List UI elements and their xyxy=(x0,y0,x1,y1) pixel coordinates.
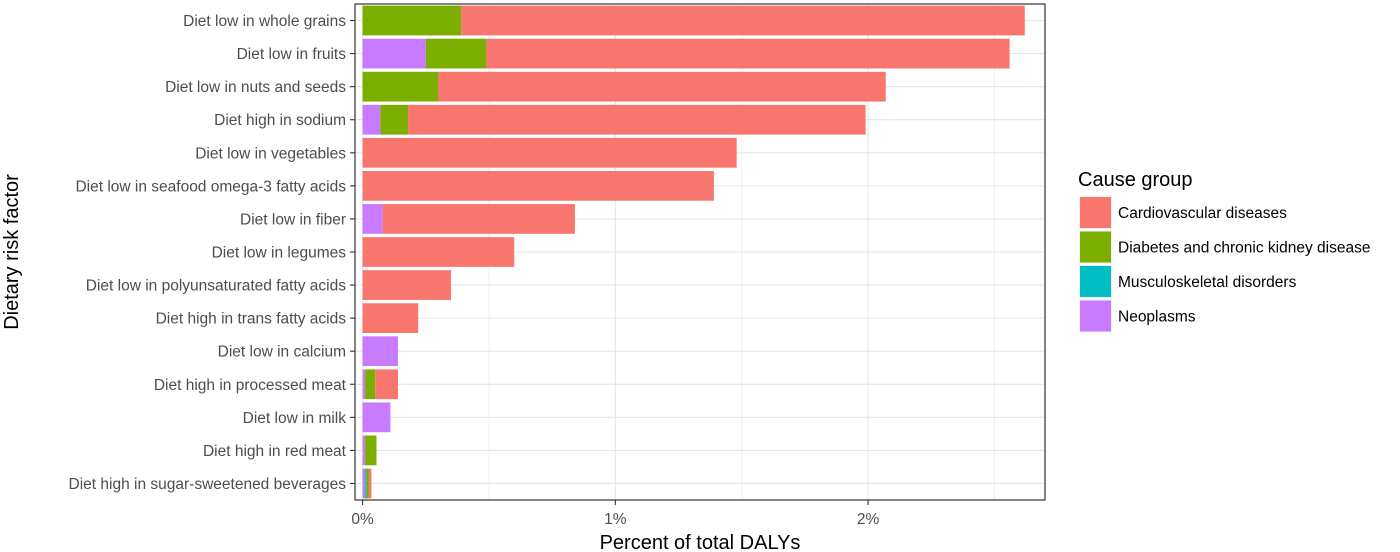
bar-segment-neoplasms xyxy=(362,468,366,499)
bar-segment-diabetes-and-chronic-kidney-disease xyxy=(366,468,369,499)
bar-segment-cardiovascular-diseases xyxy=(461,5,1025,36)
bar-group-diet-low-in-nuts-and-seeds xyxy=(362,71,886,102)
y-tick-label: Diet high in red meat xyxy=(203,443,347,460)
x-tick-label: 1% xyxy=(604,511,627,528)
bar-segment-cardiovascular-diseases xyxy=(362,170,714,201)
legend-item-diabetes-and-chronic-kidney-disease: Diabetes and chronic kidney disease xyxy=(1079,230,1370,264)
bar-segment-cardiovascular-diseases xyxy=(362,303,419,334)
legend: Cause group Cardiovascular diseases Diabe… xyxy=(1078,169,1370,333)
bar-group-diet-high-in-red-meat xyxy=(362,435,377,466)
legend-label: Cardiovascular diseases xyxy=(1118,205,1287,222)
legend-swatch xyxy=(1080,231,1111,263)
bar-segment-musculoskeletal-disorders xyxy=(365,468,367,499)
legend-swatch xyxy=(1080,266,1111,297)
bar-segment-neoplasms xyxy=(362,369,366,400)
bar-segment-cardiovascular-diseases xyxy=(368,468,372,499)
bar-segment-cardiovascular-diseases xyxy=(438,71,886,102)
y-axis-tick-labels: Diet low in whole grains Diet low in frui… xyxy=(69,13,355,493)
y-tick-label: Diet high in sodium xyxy=(214,112,346,129)
bar-segment-cardiovascular-diseases xyxy=(382,204,575,234)
legend-label: Diabetes and chronic kidney disease xyxy=(1118,240,1370,257)
bar-group-diet-low-in-calcium xyxy=(362,336,398,367)
bar-group-diet-high-in-processed-meat xyxy=(362,369,398,400)
y-tick-label: Diet low in calcium xyxy=(218,344,346,361)
y-tick-label: Diet low in fruits xyxy=(237,46,347,63)
bar-segment-cardiovascular-diseases xyxy=(362,137,737,168)
bar-segment-diabetes-and-chronic-kidney-disease xyxy=(365,369,376,400)
bar-group-diet-low-in-milk xyxy=(362,402,391,433)
bar-group-diet-low-in-fruits xyxy=(362,38,1010,69)
y-tick-label: Diet high in sugar-sweetened beverages xyxy=(69,476,347,493)
y-tick-label: Diet low in legumes xyxy=(212,245,347,262)
y-tick-label: Diet low in vegetables xyxy=(195,145,346,162)
bar-segment-cardiovascular-diseases xyxy=(375,369,398,400)
bar-group-diet-low-in-vegetables xyxy=(362,137,737,168)
bar-segment-cardiovascular-diseases xyxy=(408,104,866,135)
bar-segment-diabetes-and-chronic-kidney-disease xyxy=(380,104,409,135)
legend-swatch xyxy=(1080,300,1111,332)
legend-item-musculoskeletal-disorders: Musculoskeletal disorders xyxy=(1079,265,1297,298)
y-tick-label: Diet low in fiber xyxy=(240,211,346,228)
bar-segment-diabetes-and-chronic-kidney-disease xyxy=(425,38,487,69)
bar-layer xyxy=(354,3,1046,501)
legend-item-neoplasms: Neoplasms xyxy=(1079,299,1196,333)
bar-group-diet-high-in-sugar-sweetened-beverages xyxy=(362,468,372,499)
y-tick-label: Diet low in milk xyxy=(243,410,347,427)
y-axis-title: Dietary risk factor xyxy=(1,174,23,330)
bar-group-diet-low-in-seafood-omega-3-fatty-acids xyxy=(362,170,714,201)
legend-label: Musculoskeletal disorders xyxy=(1118,274,1297,291)
x-tick-label: 2% xyxy=(857,511,880,528)
x-tick-label: 0% xyxy=(351,511,374,528)
bar-segment-diabetes-and-chronic-kidney-disease xyxy=(365,435,377,466)
y-tick-label: Diet high in trans fatty acids xyxy=(156,311,347,328)
legend-title: Cause group xyxy=(1078,169,1193,191)
bar-group-diet-low-in-fiber xyxy=(362,204,575,234)
y-tick-label: Diet low in seafood omega-3 fatty acids xyxy=(75,178,346,195)
bar-segment-cardiovascular-diseases xyxy=(362,270,452,300)
legend-swatch xyxy=(1080,197,1111,228)
y-tick-label: Diet low in nuts and seeds xyxy=(165,79,346,96)
legend-label: Neoplasms xyxy=(1118,309,1196,326)
legend-item-cardiovascular-diseases: Cardiovascular diseases xyxy=(1079,196,1287,229)
x-axis-title: Percent of total DALYs xyxy=(600,532,801,552)
bar-segment-neoplasms xyxy=(362,38,426,69)
bar-group-diet-high-in-trans-fatty-acids xyxy=(362,303,419,334)
bar-segment-cardiovascular-diseases xyxy=(362,237,515,267)
bar-segment-diabetes-and-chronic-kidney-disease xyxy=(362,71,439,102)
bar-segment-cardiovascular-diseases xyxy=(486,38,1010,69)
bar-segment-diabetes-and-chronic-kidney-disease xyxy=(362,5,462,36)
x-axis-tick-labels: 0% 1% 2% xyxy=(351,500,879,528)
bar-segment-neoplasms xyxy=(362,435,366,466)
y-tick-label: Diet low in whole grains xyxy=(183,13,346,30)
bar-segment-neoplasms xyxy=(362,204,383,234)
bar-segment-neoplasms xyxy=(362,104,381,135)
bar-group-diet-low-in-whole-grains xyxy=(362,5,1025,36)
bar-group-diet-low-in-polyunsaturated-fatty-acids xyxy=(362,270,452,300)
bar-segment-neoplasms xyxy=(362,402,391,433)
bar-group-diet-high-in-sodium xyxy=(362,104,866,135)
y-tick-label: Diet low in polyunsaturated fatty acids xyxy=(86,278,346,295)
y-tick-label: Diet high in processed meat xyxy=(154,377,347,394)
bar-segment-neoplasms xyxy=(362,336,398,367)
bar-group-diet-low-in-legumes xyxy=(362,237,515,267)
